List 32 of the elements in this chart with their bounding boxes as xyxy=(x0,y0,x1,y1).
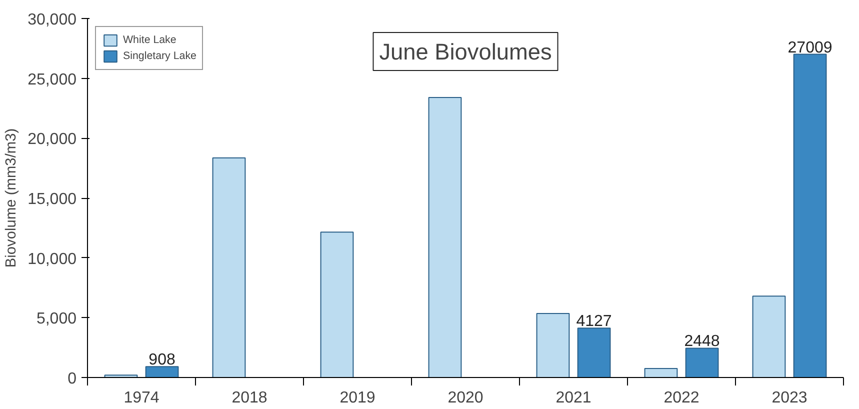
x-tick-label: 2018 xyxy=(232,390,268,406)
bar xyxy=(644,368,678,378)
y-tick-label: 25,000 xyxy=(28,71,77,88)
x-tick-label: 2021 xyxy=(556,390,592,406)
bar xyxy=(428,96,462,378)
bar xyxy=(752,296,786,378)
x-tick-label: 2023 xyxy=(772,390,808,406)
y-tick-label: 0 xyxy=(68,370,77,388)
x-tick-label: 2019 xyxy=(340,390,376,406)
y-tick-label: 5,000 xyxy=(36,310,77,328)
data-label: 27009 xyxy=(788,39,832,56)
y-tick-label: 10,000 xyxy=(28,250,77,268)
legend-label: White Lake xyxy=(123,34,176,46)
bar xyxy=(536,312,570,378)
bar xyxy=(793,54,827,378)
bar xyxy=(320,232,354,378)
y-tick-label: 15,000 xyxy=(28,191,77,208)
x-tick-label: 2020 xyxy=(448,390,484,406)
bar xyxy=(145,366,179,378)
data-label: 908 xyxy=(148,352,176,369)
data-label: 2448 xyxy=(684,333,720,350)
bar xyxy=(577,328,611,378)
y-tick-label: 30,000 xyxy=(28,12,77,28)
y-axis-title: Biovolume (mm3/m3) xyxy=(4,128,20,268)
data-label: 4127 xyxy=(576,313,612,330)
x-tick-label: 2022 xyxy=(664,390,700,406)
bar xyxy=(685,348,719,378)
legend-label: Singletary Lake xyxy=(123,50,196,62)
bar xyxy=(212,157,246,378)
text: June Biovolumes xyxy=(379,38,552,64)
y-tick-label: 20,000 xyxy=(28,131,77,148)
x-tick-label: 1974 xyxy=(124,390,160,406)
